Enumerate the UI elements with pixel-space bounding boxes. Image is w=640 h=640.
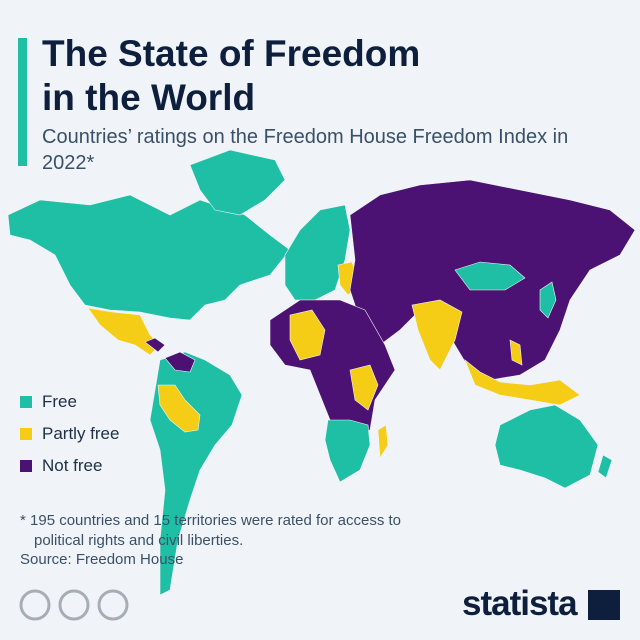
subtitle: Countries’ ratings on the Freedom House … [42, 126, 569, 174]
license-icons [19, 589, 129, 621]
region [289, 309, 326, 361]
region [349, 364, 379, 411]
region [87, 307, 161, 356]
region [189, 149, 286, 216]
cc-icon [19, 589, 51, 621]
brand: statista [462, 584, 578, 623]
region [454, 261, 526, 291]
source: Source: Freedom House [20, 551, 184, 568]
legend-item: Free [20, 386, 119, 418]
legend-label: Free [42, 392, 77, 411]
nd-icon [97, 589, 129, 621]
legend-label: Not free [42, 456, 103, 475]
title: The State of Freedom in the World [42, 33, 421, 118]
region [539, 281, 557, 319]
region [411, 299, 463, 371]
accent-bar [18, 38, 27, 166]
brand-icon [588, 590, 620, 620]
region [509, 339, 523, 366]
legend-swatch [20, 460, 32, 472]
region [324, 419, 371, 483]
legend-label: Partly free [42, 424, 120, 443]
by-icon [58, 589, 90, 621]
region [164, 351, 196, 373]
region [144, 337, 166, 353]
legend-item: Not free [20, 450, 119, 482]
legend-swatch [20, 396, 32, 408]
footnote: * 195 countries and 15 territories were … [20, 512, 402, 549]
region [494, 404, 599, 489]
region [7, 194, 291, 321]
region [377, 424, 389, 459]
region [157, 384, 201, 433]
region [597, 454, 613, 479]
region [464, 359, 581, 406]
legend: Free Partly free Not free [20, 386, 119, 482]
legend-item: Partly free [20, 418, 119, 450]
legend-swatch [20, 428, 32, 440]
region [284, 204, 351, 301]
